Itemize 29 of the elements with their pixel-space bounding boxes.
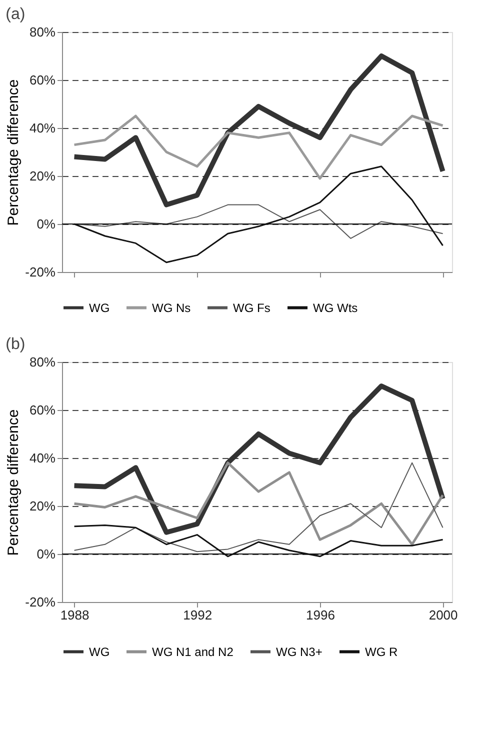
legend-label: WG [89, 644, 110, 659]
legend-label: WG N1 and N2 [152, 644, 234, 659]
y-tick-label: 60% [29, 402, 56, 418]
y-axis-title: Percentage difference [5, 79, 22, 226]
line-series [73, 114, 444, 180]
y-tick-label: 80% [29, 354, 56, 370]
y-tick-label: 80% [29, 24, 56, 40]
y-tick-label: 40% [29, 120, 56, 136]
legend-label: WG R [365, 644, 398, 659]
y-tick-label: 20% [29, 498, 56, 514]
y-tick-label: 0% [36, 546, 56, 562]
legend-label: WG Fs [233, 300, 270, 315]
y-tick-label: 20% [29, 168, 56, 184]
legend-label: WG Ns [152, 300, 191, 315]
y-tick-label: 0% [36, 216, 56, 232]
legend-label: WG Wts [313, 300, 358, 315]
y-tick-label: -20% [25, 594, 56, 610]
x-tick-label: 1996 [306, 608, 335, 622]
legend-label: WG N3+ [276, 644, 322, 659]
x-tick-label: 1992 [183, 608, 212, 622]
legend-label: WG [89, 300, 110, 315]
x-tick-label: 2000 [428, 608, 458, 622]
y-tick-label: -20% [25, 264, 56, 280]
chart-title: (b) [6, 336, 26, 353]
y-tick-label: 40% [29, 450, 56, 466]
x-tick-label: 1988 [60, 608, 90, 622]
chart-title: (a) [6, 6, 26, 23]
y-tick-label: 60% [29, 72, 56, 88]
y-axis-title: Percentage difference [5, 409, 22, 556]
